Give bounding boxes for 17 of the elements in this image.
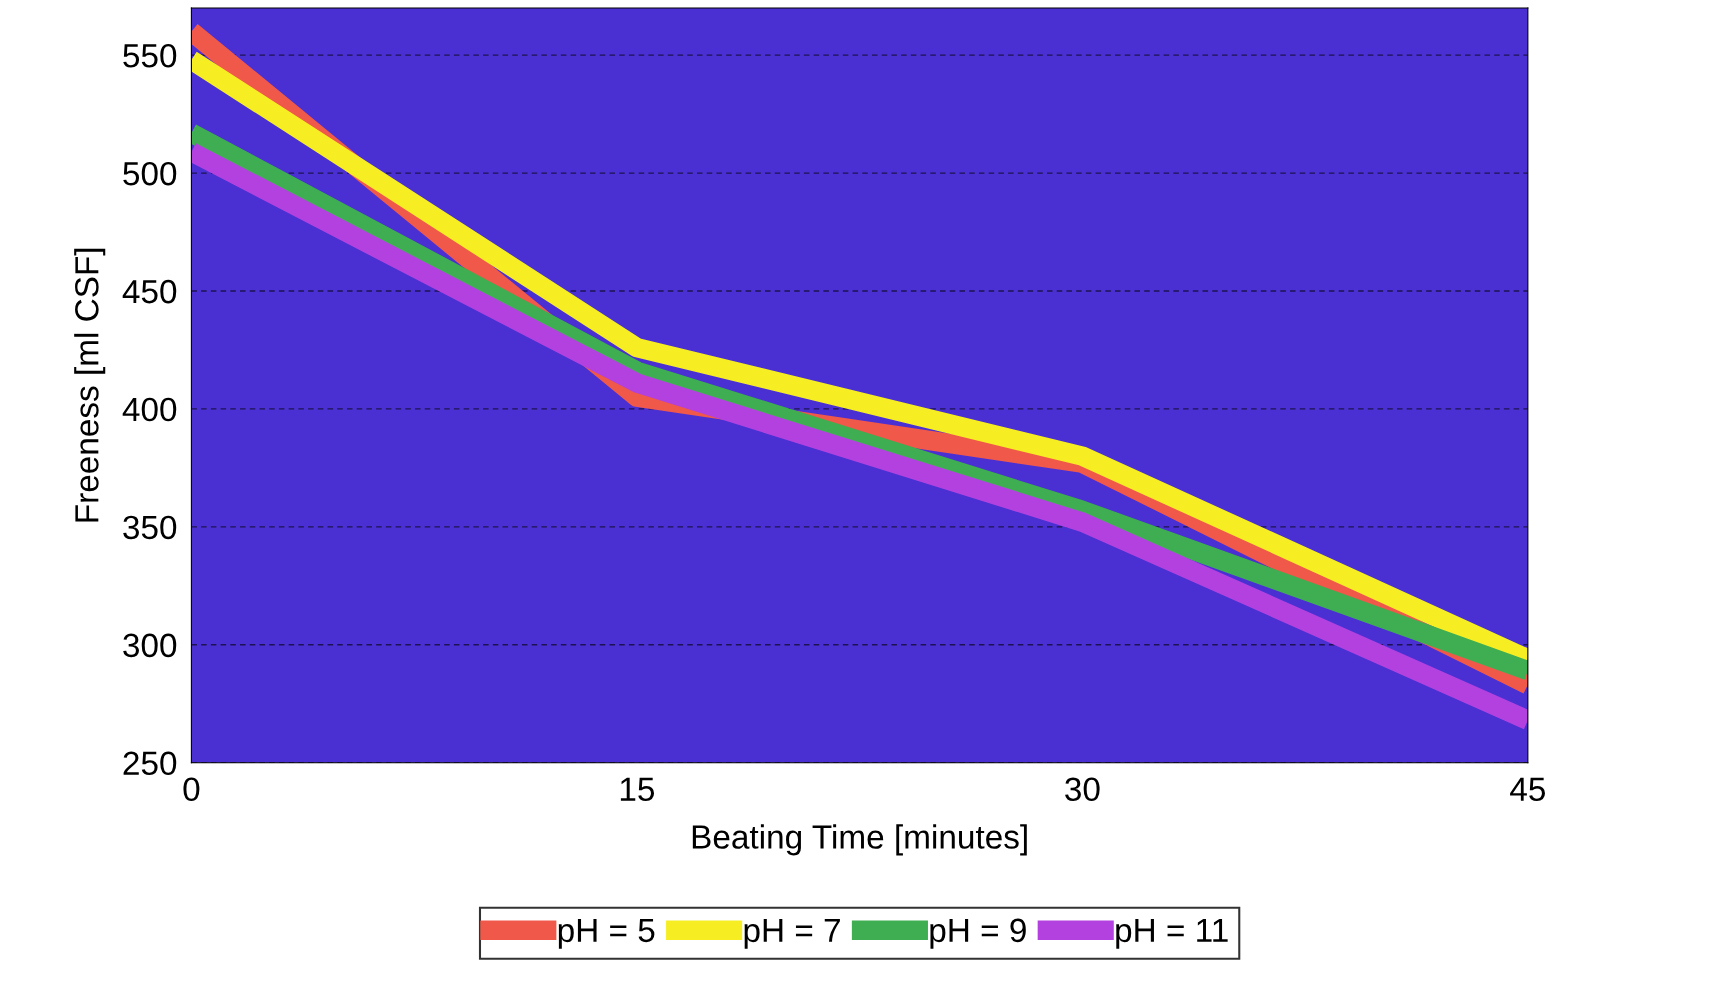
x-tick-label: 45 xyxy=(1510,777,1545,802)
y-tick-label: 450 xyxy=(122,279,177,304)
x-tick-label: 0 xyxy=(183,777,200,802)
legend-label: pH = 11 xyxy=(1116,918,1228,949)
y-tick-label: 350 xyxy=(123,515,177,540)
legend-label: pH = 7 xyxy=(744,918,840,949)
x-tick-label: 15 xyxy=(620,777,655,802)
y-tick-label: 400 xyxy=(122,397,177,422)
y-tick-label: 500 xyxy=(123,161,177,186)
y-tick-label: 300 xyxy=(123,633,177,658)
x-axis-title: Beating Time [minutes] xyxy=(692,824,1027,856)
y-tick-label: 550 xyxy=(123,43,177,68)
x-tick-label: 30 xyxy=(1065,777,1100,802)
y-tick-label: 250 xyxy=(123,751,177,776)
legend-label: pH = 5 xyxy=(558,918,655,949)
legend-label: pH = 9 xyxy=(930,918,1026,949)
y-axis-title: Freeness [ml CSF] xyxy=(74,248,106,522)
